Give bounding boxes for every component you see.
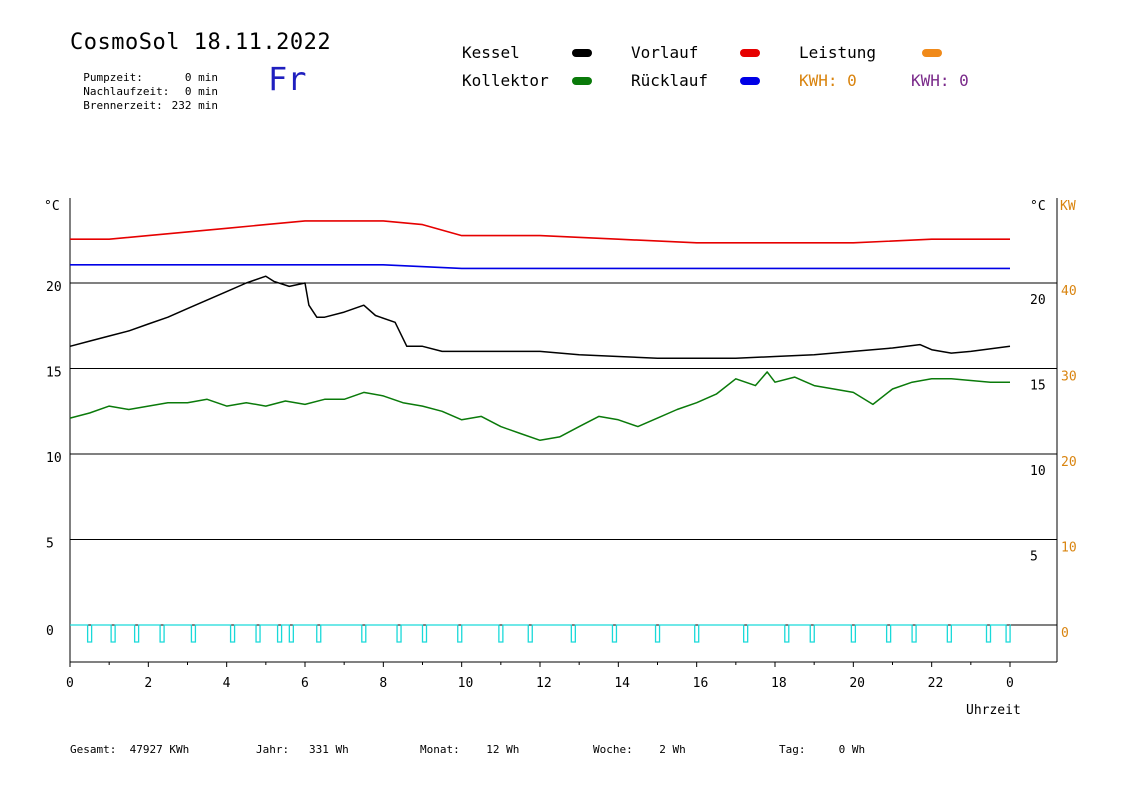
info-label: Pumpzeit: bbox=[83, 71, 143, 84]
footer-woche: Woche: 2 Wh bbox=[593, 743, 686, 756]
info-label: Nachlaufzeit: bbox=[83, 85, 170, 98]
info-nachlaufzeit: Nachlaufzeit: 0 min bbox=[70, 72, 218, 98]
kwh-leistung-readout: KWH: 0 bbox=[799, 71, 857, 90]
footer-monat: Monat: 12 Wh bbox=[420, 743, 519, 756]
legend-swatch-vorlauf bbox=[740, 49, 760, 57]
footer-gesamt: Gesamt: 47927 KWh bbox=[70, 743, 189, 756]
y-unit-right-kw: KW bbox=[1060, 199, 1076, 214]
kwh-solar-readout: KWH: 0 bbox=[911, 71, 969, 90]
legend-label-kollektor: Kollektor bbox=[462, 71, 549, 90]
x-tick-label: 18 bbox=[771, 676, 787, 691]
x-tick-label: 20 bbox=[849, 676, 865, 691]
y-tick-right: 10 bbox=[1030, 464, 1046, 479]
x-tick-label: 0 bbox=[66, 676, 74, 691]
footer-value: 47927 KWh bbox=[129, 743, 190, 756]
info-value: 0 min bbox=[184, 85, 218, 98]
footer-label: Monat: bbox=[420, 743, 460, 756]
x-tick-label: 0 bbox=[1006, 676, 1014, 691]
series-kessel bbox=[69, 275, 1011, 359]
footer-value: 12 Wh bbox=[486, 743, 520, 756]
x-tick-label: 14 bbox=[614, 676, 630, 691]
legend-label-ruecklauf: Rücklauf bbox=[631, 71, 709, 90]
weekday-label: Fr bbox=[268, 60, 307, 98]
y-tick-left: 5 bbox=[46, 537, 54, 552]
y-tick-right-kw: 30 bbox=[1061, 370, 1077, 385]
series-vorlauf bbox=[70, 220, 1010, 244]
y-tick-right-kw: 40 bbox=[1061, 284, 1077, 299]
footer-label: Woche: bbox=[593, 743, 633, 756]
info-value: 0 min bbox=[184, 71, 218, 84]
footer-tag: Tag: 0 Wh bbox=[779, 743, 865, 756]
footer-label: Gesamt: bbox=[70, 743, 117, 756]
x-tick-label: 16 bbox=[693, 676, 709, 691]
legend-label-leistung: Leistung bbox=[799, 43, 877, 62]
y-tick-right-kw: 20 bbox=[1061, 455, 1077, 470]
legend-label-vorlauf: Vorlauf bbox=[631, 43, 699, 62]
y-tick-right: 15 bbox=[1030, 379, 1046, 394]
y-tick-right-kw: 0 bbox=[1061, 626, 1069, 641]
info-brennerzeit: Brennerzeit: 232 min bbox=[70, 86, 218, 112]
series-kollektor bbox=[69, 371, 1010, 442]
info-label: Brennerzeit: bbox=[83, 99, 163, 112]
y-tick-left: 0 bbox=[46, 624, 54, 639]
x-tick-label: 6 bbox=[301, 676, 309, 691]
y-tick-left: 20 bbox=[46, 280, 62, 295]
x-axis-title: Uhrzeit bbox=[966, 703, 1021, 718]
y-unit-left: °C bbox=[44, 199, 60, 214]
legend-swatch-kollektor bbox=[572, 77, 592, 85]
footer-value: 2 Wh bbox=[659, 743, 686, 756]
x-tick-label: 12 bbox=[536, 676, 552, 691]
footer-label: Jahr: bbox=[256, 743, 290, 756]
y-tick-right: 5 bbox=[1030, 550, 1038, 565]
footer-jahr: Jahr: 331 Wh bbox=[256, 743, 349, 756]
page-title: CosmoSol 18.11.2022 bbox=[70, 30, 332, 55]
x-tick-label: 10 bbox=[458, 676, 474, 691]
y-tick-left: 15 bbox=[46, 366, 62, 381]
x-tick-label: 4 bbox=[223, 676, 231, 691]
y-unit-right: °C bbox=[1030, 199, 1046, 214]
footer-label: Tag: bbox=[779, 743, 806, 756]
info-pumpzeit: Pumpzeit: 0 min bbox=[70, 58, 218, 84]
y-tick-right-kw: 10 bbox=[1061, 541, 1077, 556]
x-tick-label: 22 bbox=[928, 676, 944, 691]
legend-swatch-ruecklauf bbox=[740, 77, 760, 85]
legend-swatch-leistung bbox=[922, 49, 942, 57]
legend-swatch-kessel bbox=[572, 49, 592, 57]
series-pumpe bbox=[70, 624, 1011, 643]
series-rcklauf bbox=[70, 264, 1010, 270]
footer-value: 331 Wh bbox=[309, 743, 349, 756]
y-tick-left: 10 bbox=[46, 451, 62, 466]
legend-label-kessel: Kessel bbox=[462, 43, 520, 62]
x-tick-label: 8 bbox=[379, 676, 387, 691]
info-value: 232 min bbox=[171, 99, 218, 112]
y-tick-right: 20 bbox=[1030, 293, 1046, 308]
x-tick-label: 2 bbox=[144, 676, 152, 691]
footer-value: 0 Wh bbox=[838, 743, 866, 756]
